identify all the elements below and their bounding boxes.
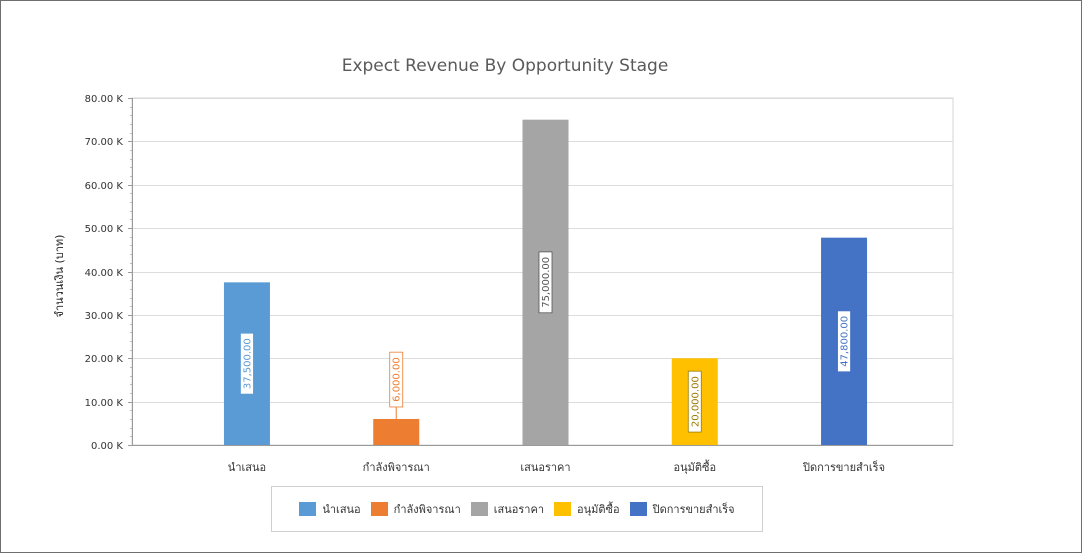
data-label: 75,000.00 bbox=[541, 257, 552, 308]
y-tick-label: 60.00 K bbox=[85, 181, 124, 192]
y-tick-label: 50.00 K bbox=[85, 224, 124, 235]
x-tick-label: กำลังพิจารณา bbox=[363, 461, 430, 474]
legend-swatch bbox=[299, 502, 317, 516]
data-label: 37,500.00 bbox=[242, 338, 253, 389]
x-tick-label: นำเสนอ bbox=[228, 461, 266, 474]
legend: นำเสนอ กำลังพิจารณา เสนอราคา อนุมัติซื้อ ปิด… bbox=[271, 486, 763, 532]
legend-item[interactable]: เสนอราคา bbox=[470, 500, 545, 518]
legend-label: กำลังพิจารณา bbox=[393, 503, 461, 516]
data-label-box bbox=[687, 370, 702, 433]
chart-title: Expect Revenue By Opportunity Stage bbox=[342, 56, 669, 76]
legend-swatch bbox=[554, 502, 572, 516]
plot-area: 0.00 K 10.00 K 20.00 K 30.00 K 40.00 K 50.00 … bbox=[85, 94, 954, 474]
legend-label: อนุมัติซื้อ bbox=[577, 503, 620, 516]
bar[interactable] bbox=[373, 418, 420, 445]
x-tick-label: ปิดการขายสำเร็จ bbox=[802, 460, 885, 474]
legend-label: นำเสนอ bbox=[322, 503, 361, 516]
y-tick-label: 0.00 K bbox=[91, 441, 123, 452]
x-tick-label: อนุมัติซื้อ bbox=[673, 459, 716, 474]
legend-swatch bbox=[629, 502, 647, 516]
y-tick-label: 40.00 K bbox=[85, 268, 124, 279]
data-label: 20,000.00 bbox=[690, 376, 701, 427]
legend-swatch bbox=[470, 502, 488, 516]
data-label-box bbox=[389, 351, 404, 408]
legend-label: ปิดการขายสำเร็จ bbox=[652, 503, 735, 516]
data-label: 6,000.00 bbox=[392, 357, 403, 402]
y-tick-label: 10.00 K bbox=[85, 398, 124, 409]
y-tick-label: 20.00 K bbox=[85, 354, 124, 365]
legend-item[interactable]: อนุมัติซื้อ bbox=[554, 500, 620, 518]
legend-item[interactable]: กำลังพิจารณา bbox=[370, 500, 461, 518]
legend-swatch bbox=[370, 502, 388, 516]
y-axis-label: จำนวนเงิน (บาท) bbox=[53, 235, 66, 318]
y-tick-label: 30.00 K bbox=[85, 311, 124, 322]
legend-item[interactable]: ปิดการขายสำเร็จ bbox=[629, 500, 735, 518]
data-label-box bbox=[837, 310, 851, 373]
data-label: 47,800.00 bbox=[840, 316, 851, 367]
data-label-box bbox=[538, 251, 553, 314]
y-tick-label: 80.00 K bbox=[85, 94, 124, 105]
legend-label: เสนอราคา bbox=[493, 503, 545, 516]
legend-item[interactable]: นำเสนอ bbox=[299, 500, 361, 518]
y-tick-label: 70.00 K bbox=[85, 137, 124, 148]
x-tick-label: เสนอราคา bbox=[520, 461, 570, 474]
data-label-box bbox=[240, 332, 254, 395]
